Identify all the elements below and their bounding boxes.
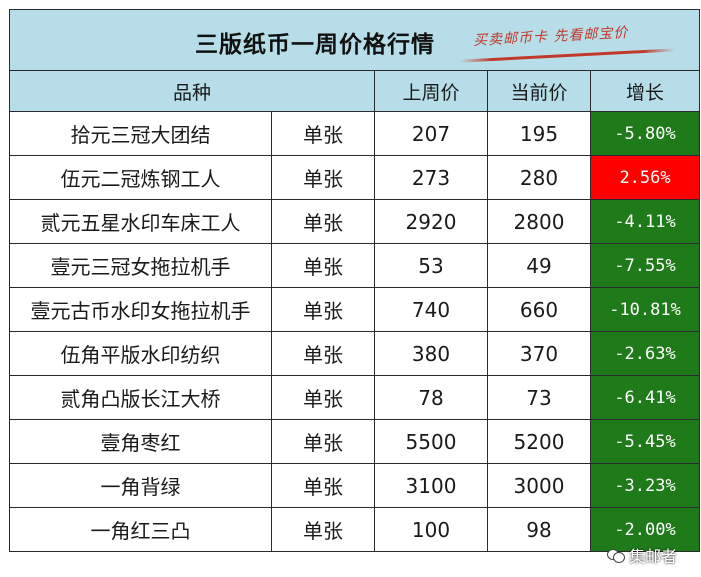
- unit-cell: 单张: [271, 507, 375, 552]
- growth-cell: -4.11%: [589, 199, 701, 244]
- current-cell: 3000: [487, 463, 591, 508]
- table-row: 伍元二冠炼钢工人 单张 273 280 2.56%: [9, 155, 701, 200]
- watermark: 集邮者: [607, 543, 677, 567]
- last-week-cell: 3100: [374, 463, 488, 508]
- unit-cell: 单张: [271, 463, 375, 508]
- unit-cell: 单张: [271, 243, 375, 288]
- growth-cell: -2.63%: [589, 331, 701, 376]
- growth-cell: -5.45%: [589, 419, 701, 464]
- last-week-cell: 273: [374, 155, 488, 200]
- last-week-cell: 207: [374, 111, 488, 156]
- header-row: 品种 上周价 当前价 增长: [9, 70, 701, 112]
- current-cell: 5200: [487, 419, 591, 464]
- table-title: 三版纸币一周价格行情: [195, 32, 435, 58]
- variety-cell: 贰角凸版长江大桥: [9, 375, 272, 420]
- variety-cell: 一角红三凸: [9, 507, 272, 552]
- header-variety: 品种: [9, 70, 375, 112]
- table-row: 壹角枣红 单张 5500 5200 -5.45%: [9, 419, 701, 464]
- growth-cell: -6.41%: [589, 375, 701, 420]
- last-week-cell: 53: [374, 243, 488, 288]
- variety-cell: 拾元三冠大团结: [9, 111, 272, 156]
- last-week-cell: 100: [374, 507, 488, 552]
- unit-cell: 单张: [271, 199, 375, 244]
- current-cell: 98: [487, 507, 591, 552]
- growth-cell: 2.56%: [589, 155, 701, 200]
- unit-cell: 单张: [271, 155, 375, 200]
- unit-cell: 单张: [271, 287, 375, 332]
- wechat-icon: [607, 548, 625, 563]
- last-week-cell: 380: [374, 331, 488, 376]
- price-table: 三版纸币一周价格行情 买卖邮币卡 先看邮宝价 品种 上周价 当前价 增长 拾元三…: [8, 9, 701, 552]
- last-week-cell: 740: [374, 287, 488, 332]
- unit-cell: 单张: [271, 419, 375, 464]
- growth-cell: -10.81%: [589, 287, 701, 332]
- variety-cell: 壹角枣红: [9, 419, 272, 464]
- title-row: 三版纸币一周价格行情 买卖邮币卡 先看邮宝价: [8, 9, 701, 71]
- table-body: 拾元三冠大团结 单张 207 195 -5.80% 伍元二冠炼钢工人 单张 273 280 2.5…: [9, 111, 701, 552]
- current-cell: 370: [487, 331, 591, 376]
- variety-cell: 伍元二冠炼钢工人: [9, 155, 272, 200]
- current-cell: 2800: [487, 199, 591, 244]
- growth-cell: -2.00%: [589, 507, 701, 552]
- table-row: 贰元五星水印车床工人 单张 2920 2800 -4.11%: [9, 199, 701, 244]
- growth-cell: -5.80%: [589, 111, 701, 156]
- last-week-cell: 5500: [374, 419, 488, 464]
- current-cell: 280: [487, 155, 591, 200]
- slogan-underline: [460, 48, 675, 63]
- variety-cell: 贰元五星水印车床工人: [9, 199, 272, 244]
- variety-cell: 一角背绿: [9, 463, 272, 508]
- header-current: 当前价: [487, 70, 591, 112]
- unit-cell: 单张: [271, 375, 375, 420]
- current-cell: 660: [487, 287, 591, 332]
- growth-cell: -3.23%: [589, 463, 701, 508]
- table-row: 贰角凸版长江大桥 单张 78 73 -6.41%: [9, 375, 701, 420]
- growth-cell: -7.55%: [589, 243, 701, 288]
- table-row: 壹元古币水印女拖拉机手 单张 740 660 -10.81%: [9, 287, 701, 332]
- current-cell: 195: [487, 111, 591, 156]
- watermark-text: 集邮者: [629, 547, 678, 566]
- current-cell: 73: [487, 375, 591, 420]
- table-row: 壹元三冠女拖拉机手 单张 53 49 -7.55%: [9, 243, 701, 288]
- title-cell: 三版纸币一周价格行情 买卖邮币卡 先看邮宝价: [8, 9, 701, 71]
- variety-cell: 伍角平版水印纺织: [9, 331, 272, 376]
- unit-cell: 单张: [271, 111, 375, 156]
- last-week-cell: 2920: [374, 199, 488, 244]
- current-cell: 49: [487, 243, 591, 288]
- slogan-text: 买卖邮币卡 先看邮宝价: [472, 24, 629, 50]
- table-row: 一角红三凸 单张 100 98 -2.00%: [9, 507, 701, 552]
- header-growth: 增长: [589, 70, 701, 112]
- last-week-cell: 78: [374, 375, 488, 420]
- variety-cell: 壹元古币水印女拖拉机手: [9, 287, 272, 332]
- table-row: 拾元三冠大团结 单张 207 195 -5.80%: [9, 111, 701, 156]
- variety-cell: 壹元三冠女拖拉机手: [9, 243, 272, 288]
- table-row: 伍角平版水印纺织 单张 380 370 -2.63%: [9, 331, 701, 376]
- price-table-frame: 三版纸币一周价格行情 买卖邮币卡 先看邮宝价 品种 上周价 当前价 增长 拾元三…: [8, 9, 701, 567]
- header-last-week: 上周价: [374, 70, 488, 112]
- unit-cell: 单张: [271, 331, 375, 376]
- table-row: 一角背绿 单张 3100 3000 -3.23%: [9, 463, 701, 508]
